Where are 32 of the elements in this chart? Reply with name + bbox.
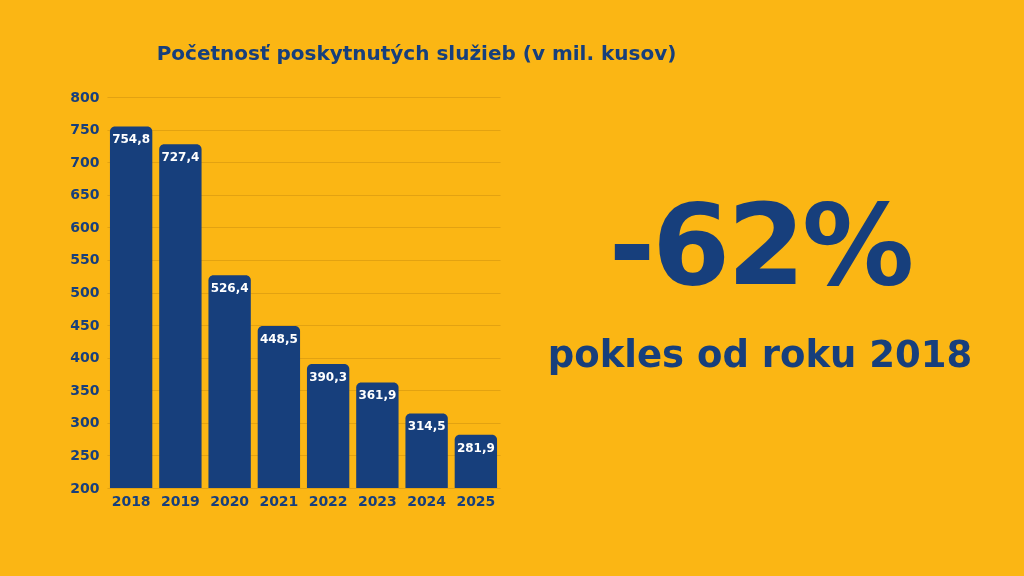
y-tick-label: 450 xyxy=(70,316,100,333)
x-tick-label: 2020 xyxy=(210,492,250,509)
x-tick-label: 2025 xyxy=(456,492,496,509)
text: pokles od roku 2018 xyxy=(546,332,974,378)
data-label: 526,4 xyxy=(210,281,249,296)
x-tick-label: 2022 xyxy=(308,492,348,509)
y-tick-label: 600 xyxy=(70,218,100,235)
y-tick-label: 650 xyxy=(70,186,100,203)
x-tick-label: 2019 xyxy=(160,492,200,509)
data-label: 281,9 xyxy=(456,440,495,455)
y-tick-label: 250 xyxy=(70,446,100,463)
x-tick-label: 2021 xyxy=(259,492,299,509)
y-tick-label: 800 xyxy=(70,88,100,105)
y-tick-label: 350 xyxy=(70,381,100,398)
data-label: 361,9 xyxy=(358,388,397,403)
data-label: 754,8 xyxy=(112,132,151,147)
x-tick-label: 2024 xyxy=(407,492,447,509)
y-tick-label: 200 xyxy=(70,479,100,496)
data-label: 448,5 xyxy=(259,332,298,347)
y-tick-label: 700 xyxy=(70,153,100,170)
y-tick-label: 300 xyxy=(70,414,100,431)
y-tick-label: 500 xyxy=(70,284,100,300)
text: -62% xyxy=(607,180,913,310)
y-tick-label: 550 xyxy=(70,251,100,268)
y-tick-label: 750 xyxy=(70,121,100,138)
y-tick-label: 400 xyxy=(70,349,100,366)
chart-title: Početnosť poskytnutých služieb (v mil. kusov) xyxy=(156,41,677,65)
x-tick-label: 2018 xyxy=(111,492,151,509)
data-label: 727,4 xyxy=(161,150,200,165)
data-label: 314,5 xyxy=(407,419,446,434)
x-tick-label: 2023 xyxy=(357,492,397,509)
data-label: 390,3 xyxy=(309,369,348,384)
